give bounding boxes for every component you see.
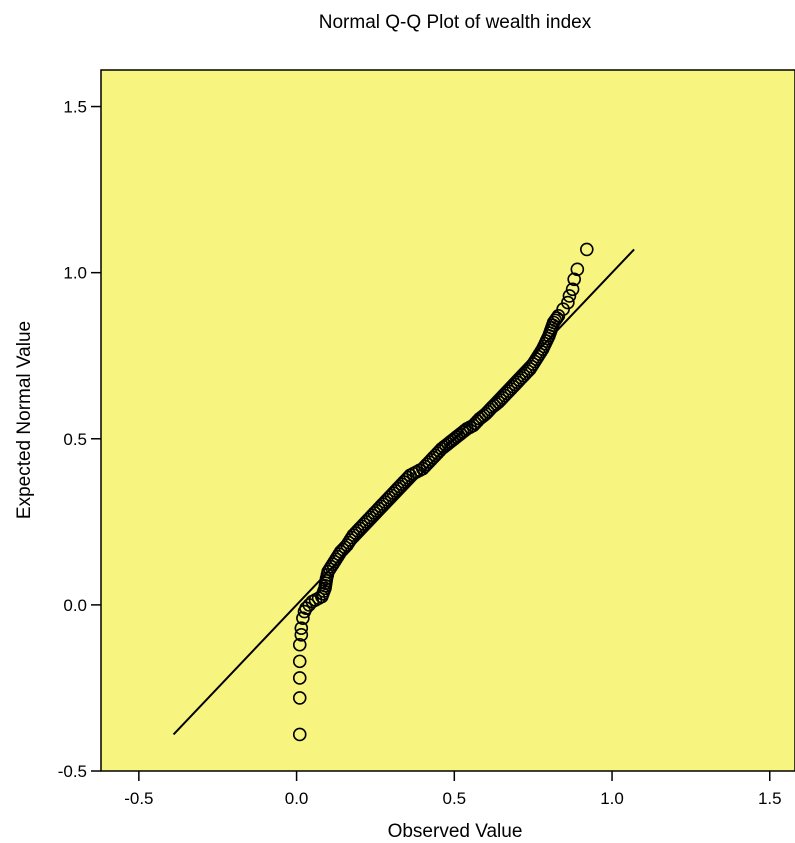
x-axis-title: Observed Value [388,821,523,842]
data-point [292,727,307,742]
data-point [550,311,564,325]
chart-title: Normal Q-Q Plot of wealth index [319,12,592,33]
y-tick-label: 1.0 [63,264,87,283]
y-axis-title: Expected Normal Value [14,321,35,519]
x-tick-label: 1.5 [758,789,782,808]
data-point [455,425,470,439]
data-point [292,671,307,685]
data-point [292,654,307,669]
data-point [292,637,307,652]
y-tick-label: 0.0 [63,596,87,615]
data-point [565,282,580,297]
data-point [567,272,581,287]
y-tick-label: 1.5 [63,98,87,117]
y-tick-label: -0.5 [58,762,87,781]
x-axis: -0.5 0.0 0.5 1.0 1.5 [124,771,782,808]
data-point [561,295,575,310]
x-tick-label: -0.5 [124,789,153,808]
x-tick-label: 0.0 [285,789,309,808]
y-axis: -0.5 0.0 0.5 1.0 1.5 [58,98,101,781]
data-point [292,691,307,705]
data-point [294,621,309,635]
plot-area [100,69,795,772]
data-point [562,289,577,303]
data-point [294,627,309,642]
data-points [292,242,594,742]
data-point [579,242,594,257]
data-point [570,262,585,277]
x-tick-label: 1.0 [600,789,624,808]
y-tick-label: 0.5 [63,430,87,449]
data-point [296,611,310,625]
x-tick-label: 0.5 [442,789,466,808]
